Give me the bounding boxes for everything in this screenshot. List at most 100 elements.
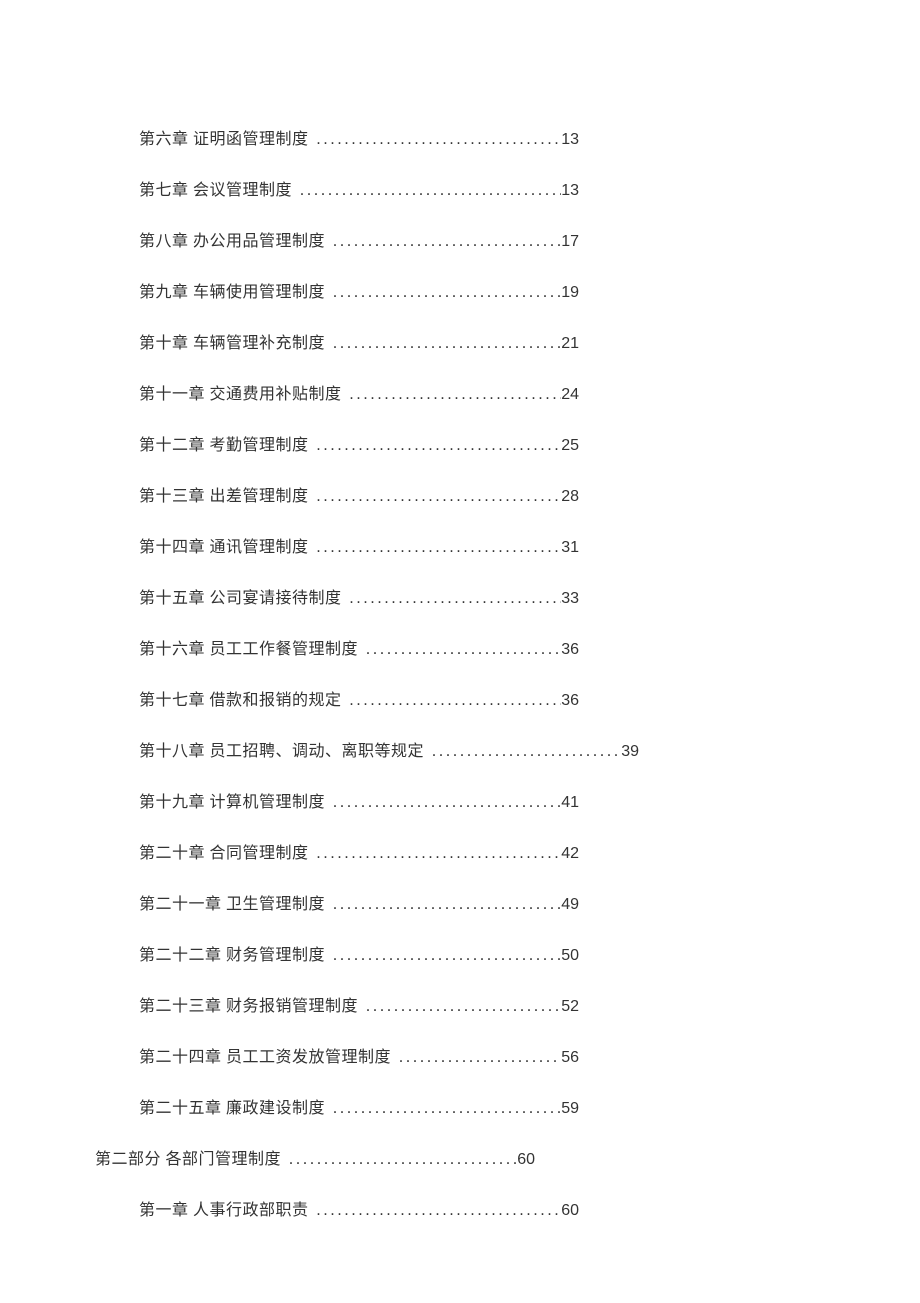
toc-entry-label: 第六章 证明函管理制度	[139, 128, 309, 152]
toc-entry-inner: 第十二章 考勤管理制度.............................…	[139, 434, 579, 458]
toc-entry-page: 52	[561, 995, 579, 1019]
toc-entry-inner: 第十九章 计算机管理制度............................…	[139, 791, 579, 815]
toc-entry-page: 31	[561, 536, 579, 560]
toc-entry: 第十九章 计算机管理制度............................…	[95, 791, 825, 815]
toc-entry-label: 第十一章 交通费用补贴制度	[139, 383, 342, 407]
toc-entry-label: 第十五章 公司宴请接待制度	[139, 587, 342, 611]
toc-entry-page: 25	[561, 434, 579, 458]
toc-entry-inner: 第一章 人事行政部职责.............................…	[139, 1199, 579, 1223]
toc-entry: 第二十三章 财务报销管理制度..........................…	[95, 995, 825, 1019]
toc-entry: 第七章 会议管理制度..............................…	[95, 179, 825, 203]
toc-entry: 第六章 证明函管理制度.............................…	[95, 128, 825, 152]
toc-entry-inner: 第九章 车辆使用管理制度............................…	[139, 281, 579, 305]
toc-entry-page: 39	[621, 740, 639, 764]
toc-entry-label: 第二十二章 财务管理制度	[139, 944, 325, 968]
toc-dot-leader: ........................................	[325, 230, 561, 254]
toc-entry-label: 第七章 会议管理制度	[139, 179, 292, 203]
toc-entry-label: 第一章 人事行政部职责	[139, 1199, 309, 1223]
toc-entry-label: 第二十三章 财务报销管理制度	[139, 995, 358, 1019]
toc-entry: 第十八章 员工招聘、调动、离职等规定......................…	[95, 740, 825, 764]
toc-list: 第六章 证明函管理制度.............................…	[95, 128, 825, 1223]
toc-entry-page: 41	[561, 791, 579, 815]
toc-entry-inner: 第二十五章 廉政建设制度............................…	[139, 1097, 579, 1121]
toc-entry: 第九章 车辆使用管理制度............................…	[95, 281, 825, 305]
toc-entry-page: 50	[561, 944, 579, 968]
toc-entry-page: 21	[561, 332, 579, 356]
toc-entry-inner: 第六章 证明函管理制度.............................…	[139, 128, 579, 152]
toc-entry-label: 第八章 办公用品管理制度	[139, 230, 325, 254]
toc-entry: 第十六章 员工工作餐管理制度..........................…	[95, 638, 825, 662]
toc-dot-leader: ........................................	[309, 1199, 562, 1223]
toc-entry-page: 24	[561, 383, 579, 407]
toc-dot-leader: ........................................	[391, 1046, 561, 1070]
toc-container: 第六章 证明函管理制度.............................…	[0, 0, 920, 1223]
toc-entry-page: 33	[561, 587, 579, 611]
toc-entry-label: 第十七章 借款和报销的规定	[139, 689, 342, 713]
toc-entry: 第二十四章 员工工资发放管理制度........................…	[95, 1046, 825, 1070]
toc-entry-label: 第十八章 员工招聘、调动、离职等规定	[139, 740, 424, 764]
toc-dot-leader: ........................................	[325, 1097, 561, 1121]
toc-entry-label: 第二十五章 廉政建设制度	[139, 1097, 325, 1121]
toc-entry-inner: 第八章 办公用品管理制度............................…	[139, 230, 579, 254]
toc-entry: 第二十五章 廉政建设制度............................…	[95, 1097, 825, 1121]
toc-entry-label: 第十六章 员工工作餐管理制度	[139, 638, 358, 662]
toc-dot-leader: ........................................	[309, 128, 562, 152]
toc-dot-leader: ........................................	[342, 689, 562, 713]
toc-entry-inner: 第二十章 合同管理制度.............................…	[139, 842, 579, 866]
toc-entry-page: 28	[561, 485, 579, 509]
toc-dot-leader: ........................................	[358, 638, 561, 662]
toc-entry-page: 36	[561, 638, 579, 662]
toc-entry-page: 17	[561, 230, 579, 254]
toc-entry-inner: 第十六章 员工工作餐管理制度..........................…	[139, 638, 579, 662]
toc-entry-label: 第十二章 考勤管理制度	[139, 434, 309, 458]
toc-dot-leader: ........................................	[309, 485, 562, 509]
toc-entry: 第十三章 出差管理制度.............................…	[95, 485, 825, 509]
toc-entry-page: 13	[561, 179, 579, 203]
toc-entry-label: 第十三章 出差管理制度	[139, 485, 309, 509]
toc-dot-leader: ........................................	[342, 383, 562, 407]
toc-dot-leader: ........................................	[358, 995, 561, 1019]
toc-entry-inner: 第二十一章 卫生管理制度............................…	[139, 893, 579, 917]
toc-dot-leader: ........................................	[325, 791, 561, 815]
toc-entry-page: 13	[561, 128, 579, 152]
toc-entry-inner: 第二十二章 财务管理制度............................…	[139, 944, 579, 968]
toc-entry-label: 第二部分 各部门管理制度	[95, 1148, 281, 1172]
toc-dot-leader: ........................................	[325, 281, 561, 305]
toc-entry-inner: 第二十四章 员工工资发放管理制度........................…	[139, 1046, 579, 1070]
toc-entry-inner: 第十五章 公司宴请接待制度...........................…	[139, 587, 579, 611]
toc-entry: 第八章 办公用品管理制度............................…	[95, 230, 825, 254]
toc-entry: 第十四章 通讯管理制度.............................…	[95, 536, 825, 560]
toc-dot-leader: ........................................	[309, 536, 562, 560]
toc-entry: 第二十二章 财务管理制度............................…	[95, 944, 825, 968]
toc-entry-inner: 第十三章 出差管理制度.............................…	[139, 485, 579, 509]
toc-entry-page: 19	[561, 281, 579, 305]
toc-entry-page: 42	[561, 842, 579, 866]
toc-entry: 第十二章 考勤管理制度.............................…	[95, 434, 825, 458]
toc-entry-label: 第十章 车辆管理补充制度	[139, 332, 325, 356]
toc-entry-label: 第二十章 合同管理制度	[139, 842, 309, 866]
toc-entry-page: 60	[561, 1199, 579, 1223]
toc-entry-page: 59	[561, 1097, 579, 1121]
toc-entry-page: 36	[561, 689, 579, 713]
toc-dot-leader: ........................................	[309, 842, 562, 866]
toc-entry-page: 56	[561, 1046, 579, 1070]
toc-entry-inner: 第七章 会议管理制度..............................…	[139, 179, 579, 203]
toc-entry: 第十一章 交通费用补贴制度...........................…	[95, 383, 825, 407]
toc-dot-leader: ........................................	[424, 740, 621, 764]
toc-entry-inner: 第二十三章 财务报销管理制度..........................…	[139, 995, 579, 1019]
toc-entry-inner: 第十七章 借款和报销的规定...........................…	[139, 689, 579, 713]
toc-entry-label: 第二十一章 卫生管理制度	[139, 893, 325, 917]
toc-entry: 第二十章 合同管理制度.............................…	[95, 842, 825, 866]
toc-dot-leader: ........................................	[281, 1148, 517, 1172]
toc-entry: 第十章 车辆管理补充制度............................…	[95, 332, 825, 356]
toc-entry: 第二十一章 卫生管理制度............................…	[95, 893, 825, 917]
toc-entry-inner: 第十章 车辆管理补充制度............................…	[139, 332, 579, 356]
toc-entry-label: 第九章 车辆使用管理制度	[139, 281, 325, 305]
toc-entry: 第十五章 公司宴请接待制度...........................…	[95, 587, 825, 611]
toc-entry-inner: 第十一章 交通费用补贴制度...........................…	[139, 383, 579, 407]
toc-entry-inner: 第十四章 通讯管理制度.............................…	[139, 536, 579, 560]
toc-entry-label: 第二十四章 员工工资发放管理制度	[139, 1046, 391, 1070]
toc-entry-inner: 第二部分 各部门管理制度............................…	[95, 1148, 535, 1172]
toc-entry: 第十七章 借款和报销的规定...........................…	[95, 689, 825, 713]
toc-entry-inner: 第十八章 员工招聘、调动、离职等规定......................…	[139, 740, 639, 764]
